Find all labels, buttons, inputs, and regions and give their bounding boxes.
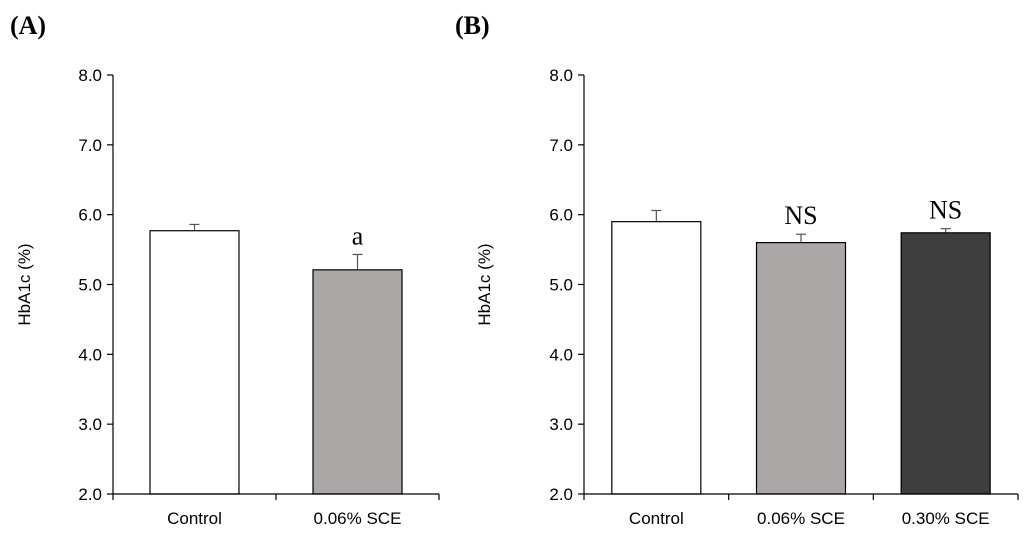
panel-a-y-tick-label-5: 7.0 [78,136,102,155]
panel-a-chart: (A) HbA1c (%) 2.0 3.0 4.0 5.0 6.0 7.0 8.0 Control… [10,11,440,528]
panel-a-annotation-1: a [352,221,364,250]
panel-b-y-axis-title: HbA1c (%) [475,243,494,325]
panel-b-label: (B) [455,11,490,40]
panel-b-bar-0 [611,221,702,495]
panel-b-bar-1 [755,242,847,495]
panel-a-y-tick-label-3: 5.0 [78,276,102,295]
panel-b-bar-2 [900,232,991,495]
panel-b-annotation-1: NS [784,201,817,230]
panel-a-y-tick-label-1: 3.0 [78,415,102,434]
panel-b-y-tick-label-0: 2.0 [549,485,573,504]
panel-a-y-tick-label-4: 6.0 [78,206,102,225]
panel-a-label: (A) [10,11,46,40]
panel-a-category-label-0: Control [167,509,222,528]
panel-b-y-tick-label-2: 4.0 [549,345,573,364]
panel-b-y-tick-label-4: 6.0 [549,206,573,225]
panel-a-y-tick-label-2: 4.0 [78,345,102,364]
panel-a-y-tick-label-6: 8.0 [78,66,102,85]
panel-b-category-label-1: 0.06% SCE [757,509,845,528]
panel-b-y-tick-label-5: 7.0 [549,136,573,155]
panel-b-y-tick-label-3: 5.0 [549,276,573,295]
panel-b-y-tick-label-6: 8.0 [549,66,573,85]
panel-a-y-tick-label-0: 2.0 [78,485,102,504]
panel-a-category-label-1: 0.06% SCE [314,509,402,528]
panel-a-bar-0 [149,230,240,495]
panel-b-chart: (B) HbA1c (%) 2.0 3.0 4.0 5.0 6.0 7.0 8.0 Control… [455,11,1019,528]
panel-a-bar-1 [312,269,403,495]
panel-b-annotation-2: NS [929,196,962,225]
panel-b-y-tick-label-1: 3.0 [549,415,573,434]
panel-a-y-axis-title: HbA1c (%) [15,243,34,325]
panel-b-category-label-2: 0.30% SCE [902,509,990,528]
panel-b-category-label-0: Control [629,509,684,528]
